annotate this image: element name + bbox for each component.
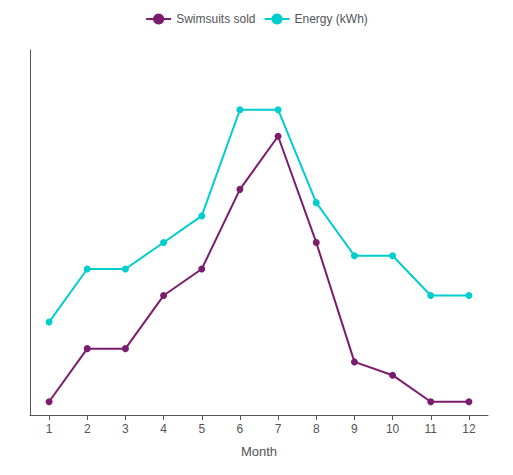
svg-text:Energy (kWh): Energy (kWh) <box>295 12 368 26</box>
svg-text:3: 3 <box>122 422 129 436</box>
svg-text:2: 2 <box>84 422 91 436</box>
svg-text:9: 9 <box>351 422 358 436</box>
svg-text:8: 8 <box>313 422 320 436</box>
svg-text:6: 6 <box>237 422 244 436</box>
svg-text:1: 1 <box>46 422 53 436</box>
svg-text:Swimsuits sold: Swimsuits sold <box>176 12 255 26</box>
svg-text:4: 4 <box>160 422 167 436</box>
svg-text:11: 11 <box>425 422 438 436</box>
svg-text:10: 10 <box>386 422 400 436</box>
svg-text:Month: Month <box>241 444 277 459</box>
svg-text:7: 7 <box>275 422 282 436</box>
svg-text:12: 12 <box>462 422 476 436</box>
svg-text:5: 5 <box>198 422 205 436</box>
